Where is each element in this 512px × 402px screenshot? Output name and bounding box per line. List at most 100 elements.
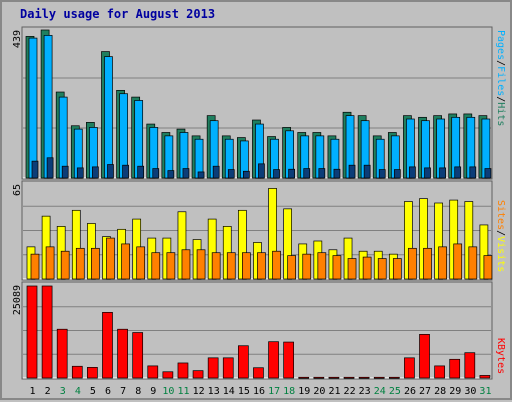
x-tick-label: 25: [389, 386, 401, 397]
pages-bar: [393, 169, 401, 179]
sites-bar: [468, 246, 478, 280]
kbytes-bar: [343, 376, 355, 379]
pages-bar: [92, 166, 99, 179]
kbytes-bar: [238, 345, 249, 379]
x-tick-label: 21: [328, 386, 340, 397]
kbytes-bar: [419, 334, 430, 379]
pages-bar: [363, 164, 371, 179]
x-tick-label: 31: [479, 386, 491, 397]
x-tick-label: 23: [359, 386, 371, 397]
sites-bar: [423, 247, 432, 280]
pages-bar: [439, 167, 446, 179]
x-tick-label: 5: [90, 386, 96, 397]
x-tick-label: 13: [208, 386, 220, 397]
sites-bar: [181, 249, 191, 280]
pages-bar: [76, 167, 84, 179]
pages-bar: [227, 169, 235, 179]
kbytes-bar: [222, 357, 234, 379]
x-tick-label: 19: [298, 386, 310, 397]
pages-bar: [469, 166, 477, 179]
kbytes-bar: [313, 376, 325, 379]
kbytes-bar: [41, 285, 53, 379]
x-tick-label: 24: [374, 386, 386, 397]
x-tick-label: 27: [419, 386, 431, 397]
pages-bar: [273, 169, 280, 179]
sites-bar: [60, 250, 70, 280]
hits-legend-item: Pages: [495, 30, 506, 60]
kbytes-bar: [71, 365, 83, 379]
x-tick-label: 7: [120, 386, 126, 397]
pages-bar: [288, 168, 295, 179]
kbytes-bar: [479, 375, 491, 379]
files-bar: [104, 56, 113, 179]
kbytes-legend-item: KBytes: [495, 338, 506, 374]
kbytes-bar: [177, 362, 189, 379]
sites-bar: [226, 252, 236, 280]
x-tick-label: 10: [162, 386, 174, 397]
hits-legend-item: Files: [495, 66, 506, 96]
sites-bar: [317, 252, 327, 280]
kbytes-bar: [56, 328, 68, 379]
x-tick-label: 4: [75, 386, 81, 397]
kbytes-bar: [449, 358, 461, 379]
x-tick-label: 18: [283, 386, 295, 397]
hits-legend: Pages/Files/Hits: [495, 30, 506, 126]
sites-bar: [483, 255, 493, 280]
x-tick-label: 8: [135, 386, 141, 397]
kbytes-bar: [404, 357, 415, 379]
pages-bar: [409, 166, 416, 179]
pages-bar: [122, 164, 129, 179]
sites-bar: [287, 255, 296, 280]
pages-bar: [46, 157, 54, 179]
kbytes-bar: [268, 341, 279, 379]
x-tick-label: 6: [105, 386, 111, 397]
kbytes-bar: [147, 365, 159, 379]
pages-bar: [424, 167, 431, 179]
x-tick-label: 15: [238, 386, 250, 397]
kbytes-ymax-label: 25089: [12, 285, 23, 315]
sites-bar: [272, 250, 281, 280]
pages-bar: [243, 170, 250, 179]
kbytes-bar: [87, 367, 98, 379]
pages-bar: [212, 165, 220, 179]
x-tick-label: 26: [404, 386, 416, 397]
kbytes-bar: [434, 365, 445, 379]
sites-bar: [257, 252, 266, 280]
kbytes-bar: [207, 357, 219, 379]
kbytes-bar: [162, 371, 174, 379]
pages-bar: [107, 164, 114, 179]
x-tick-label: 9: [150, 386, 156, 397]
sites-bar: [30, 253, 40, 280]
sites-bar: [166, 252, 176, 280]
x-tick-label: 28: [434, 386, 446, 397]
sites-bar: [377, 258, 387, 280]
pages-bar: [484, 168, 492, 179]
x-tick-label: 20: [313, 386, 325, 397]
sites-bar: [211, 252, 221, 280]
chart-title: Daily usage for August 2013: [20, 7, 216, 21]
x-tick-label: 30: [464, 386, 476, 397]
hits-legend-item: Hits: [495, 102, 506, 126]
kbytes-legend: KBytes: [495, 338, 506, 374]
pages-bar: [318, 168, 326, 179]
pages-bar: [197, 171, 205, 179]
kbytes-bar: [102, 312, 113, 379]
pages-bar: [333, 168, 341, 179]
kbytes-bar: [117, 328, 128, 379]
kbytes-bar: [253, 367, 264, 379]
kbytes-bar: [26, 285, 38, 379]
visits-ymax-label: 65: [12, 184, 23, 196]
x-tick-label: 3: [60, 386, 66, 397]
sites-bar: [362, 256, 372, 280]
x-tick-label: 29: [449, 386, 461, 397]
sites-bar: [106, 237, 115, 280]
sites-bar: [392, 258, 402, 280]
sites-bar: [302, 253, 312, 280]
sites-bar: [196, 249, 206, 280]
files-bar: [28, 37, 38, 179]
x-tick-label: 22: [344, 386, 356, 397]
x-tick-label: 14: [223, 386, 235, 397]
pages-bar: [303, 168, 311, 179]
